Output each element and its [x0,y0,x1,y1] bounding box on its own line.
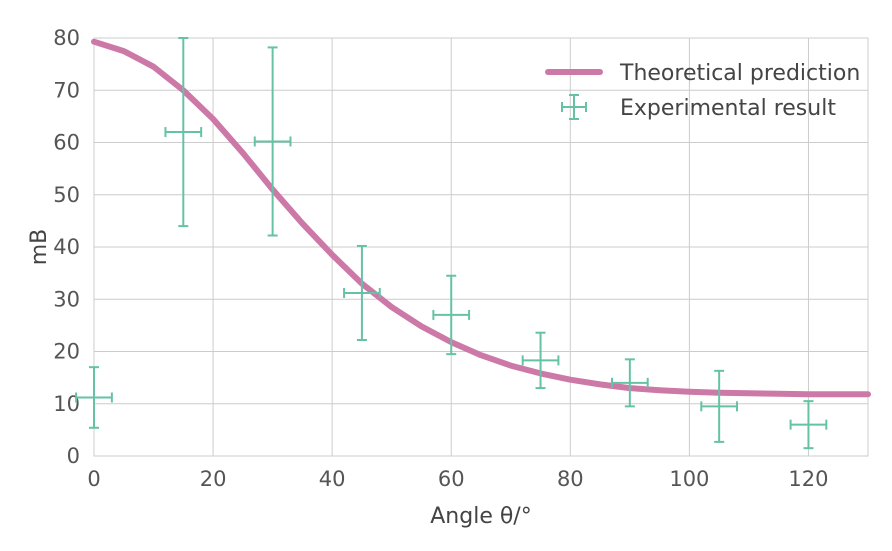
errorbar-point [521,331,560,390]
errorbar-point [700,369,739,443]
errorbar-point [343,244,381,342]
x-tick-label: 100 [669,467,709,491]
x-tick-label: 120 [788,467,828,491]
x-tick-label: 40 [319,467,346,491]
errorbar-point [253,46,292,237]
x-tick-label: 80 [557,467,584,491]
y-axis-label: mB [27,229,52,266]
y-tick-label: 80 [53,26,80,50]
plot-frame [93,37,869,457]
y-tick-label: 0 [67,444,80,468]
errorbar-point [432,274,471,356]
legend-label-theoretical: Theoretical prediction [619,61,860,86]
y-tick-label: 20 [53,340,80,364]
legend: Theoretical prediction Experimental resu… [545,61,860,121]
errorbar-point [75,366,113,429]
x-tick-label: 60 [438,467,465,491]
errorbar-point [164,37,203,228]
legend-errorbar-swatch [561,94,587,120]
x-axis-label: Angle θ/° [430,504,531,529]
x-tick-label: 0 [87,467,100,491]
y-tick-label: 50 [53,183,80,207]
y-tick-label: 70 [53,78,80,102]
y-tick-label: 40 [53,235,80,259]
y-tick-label: 30 [53,287,80,311]
y-tick-label: 60 [53,131,80,155]
errorbar-point [610,358,649,408]
series-layer [75,37,871,450]
grid [93,37,869,457]
x-tick-label: 20 [200,467,227,491]
x-ticks: 0 20 40 60 80 100 120 [87,467,828,491]
theory-line [91,38,871,398]
errorbar-point [789,400,828,450]
legend-label-experimental: Experimental result [620,96,836,121]
